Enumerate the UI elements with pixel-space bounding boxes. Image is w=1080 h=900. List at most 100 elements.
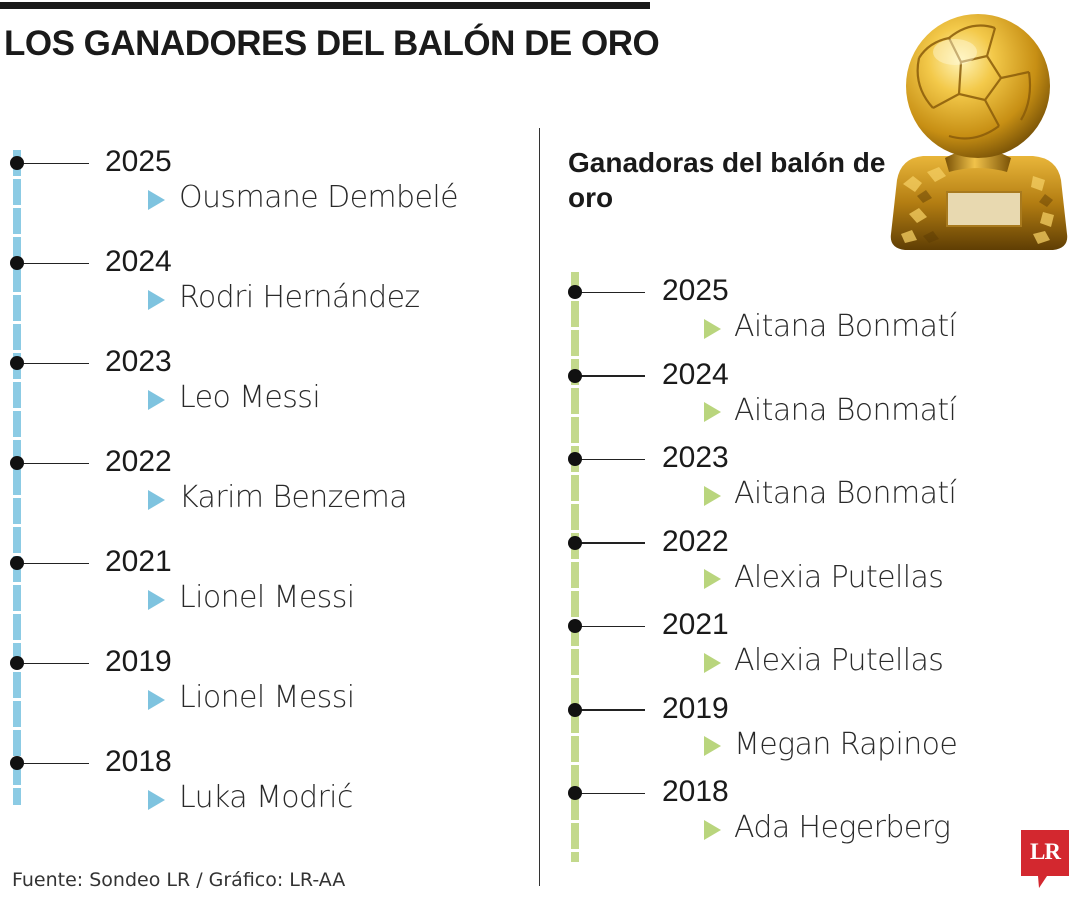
entry-year: 2025: [105, 145, 172, 178]
timeline-entry: 2021 Lionel Messi: [0, 545, 530, 633]
timeline-connector: [20, 462, 89, 464]
entry-player: Alexia Putellas: [704, 559, 944, 595]
page-title: LOS GANADORES DEL BALÓN DE ORO: [4, 24, 660, 63]
triangle-right-icon: [148, 389, 165, 410]
timeline-dot: [568, 786, 582, 800]
timeline-entry: 2022 Karim Benzema: [0, 445, 530, 533]
timeline-dot: [568, 702, 582, 717]
entry-player: Ada Hegerberg: [704, 810, 951, 845]
men-winners-timeline: 2025 Ousmane Dembelé 2024 Rodri Hernánde…: [0, 145, 530, 815]
timeline-entry: 2024 Rodri Hernández: [0, 245, 530, 333]
entry-year: 2023: [105, 345, 172, 378]
timeline-dot: [10, 456, 24, 470]
player-name: Lionel Messi: [179, 580, 355, 615]
timeline-dot: [10, 656, 24, 670]
timeline-entry: 2019 Lionel Messi: [0, 645, 530, 733]
triangle-right-icon: [704, 819, 721, 840]
entry-year: 2025: [662, 274, 729, 307]
player-name: Alexia Putellas: [734, 559, 944, 595]
women-winners-timeline: 2025 Aitana Bonmatí 2024 Aitana Bonmatí …: [558, 272, 1038, 862]
player-name: Alexia Putellas: [734, 643, 944, 678]
entry-player: Aitana Bonmatí: [704, 476, 957, 511]
logo-text: LR: [1030, 839, 1061, 864]
player-name: Ada Hegerberg: [734, 810, 951, 845]
entry-player: Luka Modrić: [148, 780, 353, 815]
timeline-connector: [20, 362, 89, 364]
lr-logo: LR: [1021, 830, 1069, 888]
top-rule: [0, 2, 650, 9]
timeline-dot: [10, 756, 24, 770]
timeline-connector: [20, 262, 89, 264]
player-name: Rodri Hernández: [179, 280, 420, 315]
logo-badge: [1021, 830, 1069, 888]
women-timeline-line: [571, 272, 579, 862]
timeline-entry: 2021 Alexia Putellas: [558, 608, 1038, 696]
timeline-entry: 2025 Ousmane Dembelé: [0, 145, 530, 233]
timeline-dot: [10, 556, 24, 570]
player-name: Ousmane Dembelé: [179, 180, 459, 215]
timeline-dot: [568, 619, 582, 633]
entry-player: Aitana Bonmatí: [704, 392, 957, 428]
timeline-connector: [578, 709, 645, 711]
entry-year: 2022: [105, 445, 172, 478]
timeline-dot: [568, 452, 582, 466]
entry-player: Leo Messi: [148, 380, 321, 415]
timeline-connector: [578, 625, 645, 627]
entry-year: 2018: [105, 745, 172, 778]
triangle-right-icon: [148, 189, 165, 210]
entry-year: 2021: [105, 545, 172, 578]
triangle-right-icon: [148, 589, 165, 610]
triangle-right-icon: [704, 652, 721, 673]
entry-player: Lionel Messi: [148, 680, 355, 715]
logo-shape: [1021, 830, 1069, 888]
timeline-dot: [568, 535, 582, 550]
entry-player: Karim Benzema: [148, 480, 408, 515]
timeline-dot: [568, 368, 582, 383]
triangle-right-icon: [148, 689, 165, 710]
entry-year: 2023: [662, 441, 729, 474]
entry-player: Rodri Hernández: [148, 280, 420, 315]
entry-player: Lionel Messi: [148, 580, 355, 615]
timeline-dot: [10, 156, 24, 170]
timeline-entry: 2025 Aitana Bonmatí: [558, 274, 1038, 362]
player-name: Aitana Bonmatí: [734, 309, 957, 344]
timeline-dot: [10, 256, 24, 270]
triangle-right-icon: [704, 736, 721, 757]
player-name: Aitana Bonmatí: [734, 476, 957, 511]
entry-year: 2022: [662, 524, 729, 558]
entry-player: Aitana Bonmatí: [704, 309, 957, 344]
timeline-entry: 2022 Alexia Putellas: [558, 525, 1038, 613]
entry-player: Megan Rapinoe: [704, 726, 958, 762]
player-name: Luka Modrić: [179, 780, 353, 815]
entry-year: 2018: [662, 775, 729, 808]
entry-year: 2019: [105, 645, 172, 678]
timeline-connector: [578, 291, 645, 293]
timeline-entry: 2023 Aitana Bonmatí: [558, 441, 1038, 529]
timeline-connector: [20, 762, 89, 764]
timeline-dot: [568, 285, 582, 299]
entry-player: Alexia Putellas: [704, 643, 944, 678]
entry-year: 2019: [662, 691, 729, 725]
timeline-entry: 2018 Luka Modrić: [0, 745, 530, 833]
source-note: Fuente: Sondeo LR / Gráfico: LR-AA: [12, 869, 346, 891]
player-name: Megan Rapinoe: [734, 726, 958, 762]
player-name: Lionel Messi: [179, 680, 355, 715]
timeline-connector: [578, 375, 645, 377]
timeline-connector: [20, 562, 89, 564]
triangle-right-icon: [148, 789, 165, 810]
timeline-dot: [10, 356, 24, 370]
men-timeline-line: [13, 150, 21, 805]
player-name: Karim Benzema: [179, 480, 408, 515]
player-name: Aitana Bonmatí: [734, 392, 957, 428]
triangle-right-icon: [704, 485, 721, 506]
timeline-entry: 2019 Megan Rapinoe: [558, 692, 1038, 780]
player-name: Leo Messi: [179, 380, 321, 415]
women-heading: Ganadoras del balón de oro: [568, 147, 886, 213]
timeline-connector: [20, 662, 89, 664]
entry-year: 2024: [662, 357, 729, 391]
entry-player: Ousmane Dembelé: [148, 180, 459, 215]
timeline-connector: [20, 162, 89, 164]
triangle-right-icon: [704, 402, 721, 423]
column-divider: [539, 128, 540, 886]
timeline-entry: 2018 Ada Hegerberg: [558, 775, 1038, 863]
